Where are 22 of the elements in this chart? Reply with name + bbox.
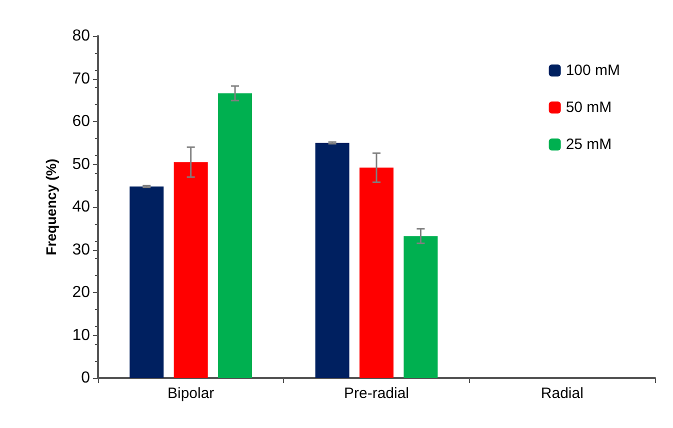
bar: [174, 162, 208, 378]
y-tick-label: 10: [72, 326, 90, 344]
y-axis-title: Frequency (%): [43, 158, 59, 256]
y-tick-label: 40: [72, 198, 90, 216]
y-tick-label: 60: [72, 113, 90, 130]
legend-label: 100 mM: [566, 62, 620, 79]
y-tick-label: 30: [72, 241, 90, 258]
y-tick-label: 50: [72, 156, 90, 173]
x-tick-label: Pre-radial: [344, 385, 410, 402]
bar: [360, 168, 394, 378]
y-tick-label: 20: [72, 284, 90, 301]
y-tick-label: 0: [81, 370, 90, 386]
bar: [218, 93, 252, 378]
legend-label: 25 mM: [566, 136, 612, 153]
bar: [315, 142, 350, 378]
y-tick-label: 80: [72, 28, 90, 44]
y-tick-label: 70: [72, 70, 90, 88]
x-tick-label: Bipolar: [167, 385, 214, 402]
bar: [130, 186, 164, 378]
legend-label: 50 mM: [566, 99, 612, 116]
bar: [404, 236, 438, 378]
x-tick-label: Radial: [540, 385, 584, 402]
